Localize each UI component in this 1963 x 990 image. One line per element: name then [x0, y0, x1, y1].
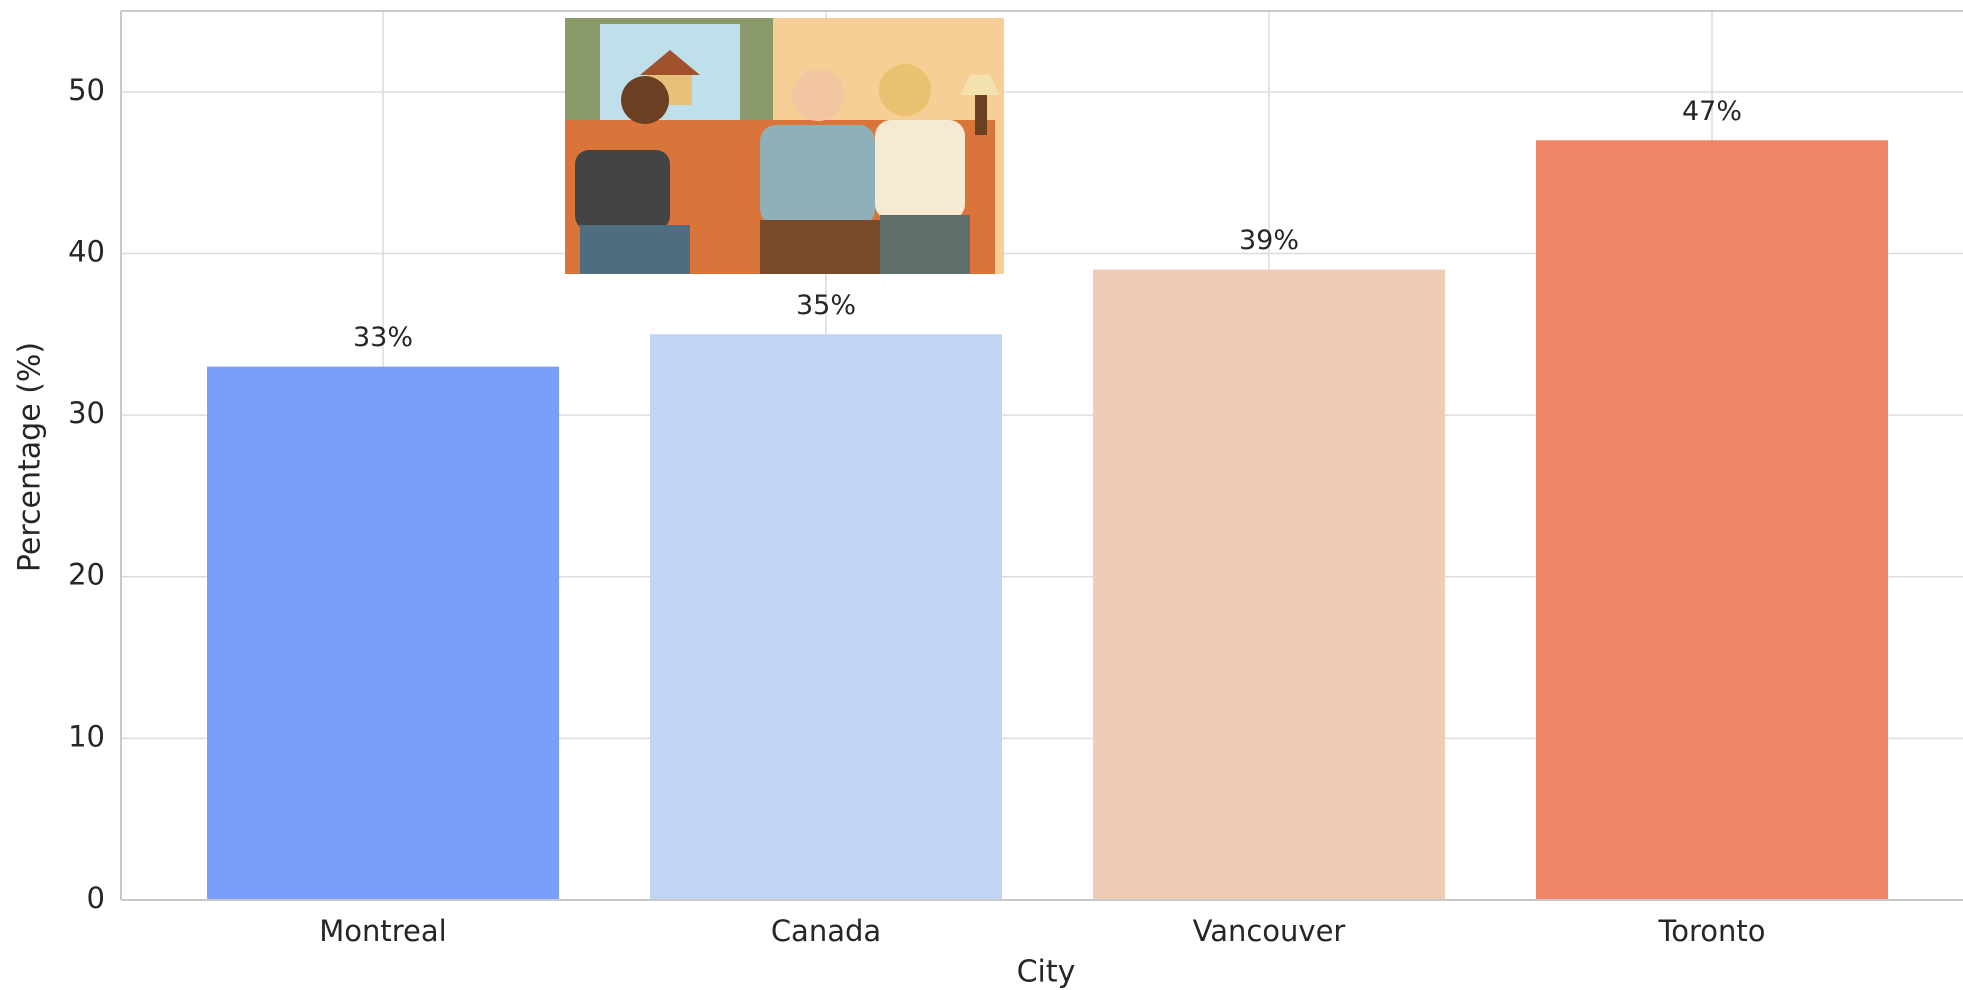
value-label: 39% — [1239, 225, 1299, 256]
x-axis-label: City — [1017, 955, 1076, 990]
illustration — [565, 18, 1004, 274]
bar — [1536, 140, 1888, 901]
bar — [207, 366, 559, 901]
y-tick-label: 40 — [68, 234, 105, 268]
y-tick-label: 50 — [68, 73, 105, 107]
y-tick-label: 30 — [68, 396, 105, 430]
value-label: 35% — [796, 290, 856, 321]
y-tick-label: 20 — [68, 558, 105, 592]
x-tick-label: Canada — [771, 914, 881, 948]
value-label: 47% — [1682, 96, 1742, 127]
y-tick-label: 10 — [68, 719, 105, 753]
x-tick-label: Montreal — [319, 914, 446, 948]
bar — [650, 334, 1002, 901]
x-tick-label: Toronto — [1657, 914, 1765, 948]
bar — [1093, 269, 1445, 901]
value-label: 33% — [353, 322, 413, 353]
y-axis-label: Percentage (%) — [13, 342, 48, 572]
x-tick-label: Vancouver — [1193, 914, 1346, 948]
marks: 33% 35% 39% 47% — [207, 96, 1888, 901]
y-tick-label: 0 — [87, 881, 105, 915]
